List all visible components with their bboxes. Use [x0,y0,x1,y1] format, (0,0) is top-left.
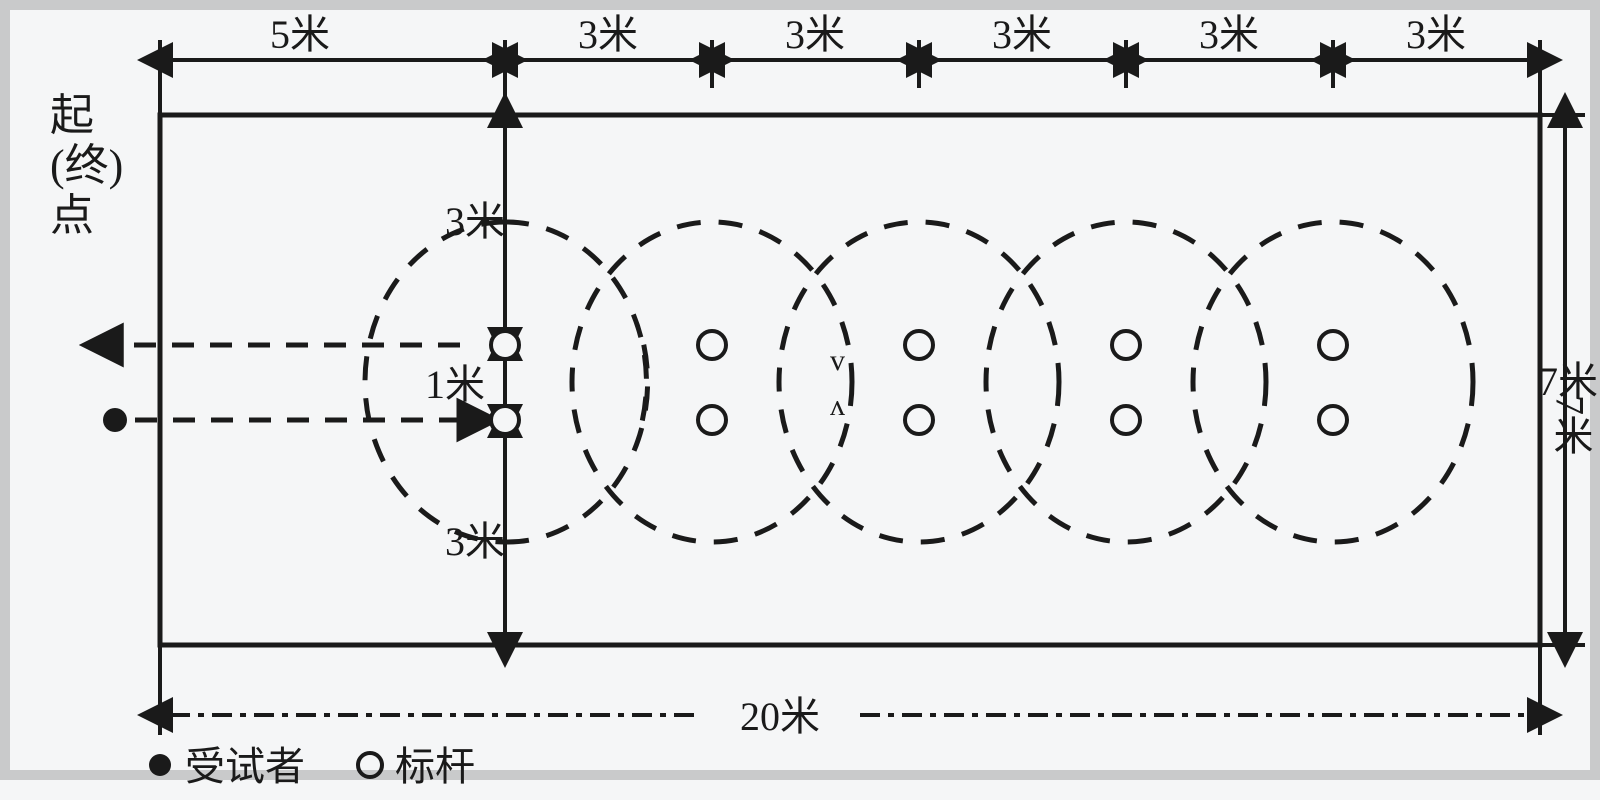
legend-subject: 受试者 [185,744,305,789]
svg-text:(终): (终) [50,141,123,190]
dim-top-0: 5米 [270,12,330,57]
dim-right-label-2: 7米 [1548,395,1593,455]
dir-mark-up: ʌ [830,389,845,422]
subject-dot [103,408,127,432]
dim-top-2: 3米 [785,12,845,57]
legend: 受试者 标杆 [149,744,475,789]
approach-lines [120,345,460,420]
agility-course-diagram: 5米 3米 3米 3米 3米 3米 7米 7米 20米 3米 1米 3米 起 (… [0,0,1600,800]
dim-top-5: 3米 [1406,12,1466,57]
dim-right: 7米 [1538,115,1598,645]
poles [491,331,1347,434]
dir-mark-down: v [830,344,845,377]
svg-text:点: 点 [50,191,94,240]
dim-top-4: 3米 [1199,12,1259,57]
dim-top: 5米 3米 3米 3米 3米 3米 [160,12,1540,115]
dim-v-mid: 1米 [425,362,485,407]
dim-top-1: 3米 [578,12,638,57]
dim-bottom: 20米 [160,645,1540,739]
paper-edge [5,5,1595,775]
dim-bottom-label: 20米 [740,694,820,739]
legend-pole: 标杆 [395,744,475,789]
start-end-label: 起 (终) 点 [50,91,123,240]
svg-text:起: 起 [50,91,94,140]
weave-path: v ʌ [365,222,1473,542]
dim-vertical: 3米 1米 3米 [425,125,505,635]
dim-top-3: 3米 [992,12,1052,57]
